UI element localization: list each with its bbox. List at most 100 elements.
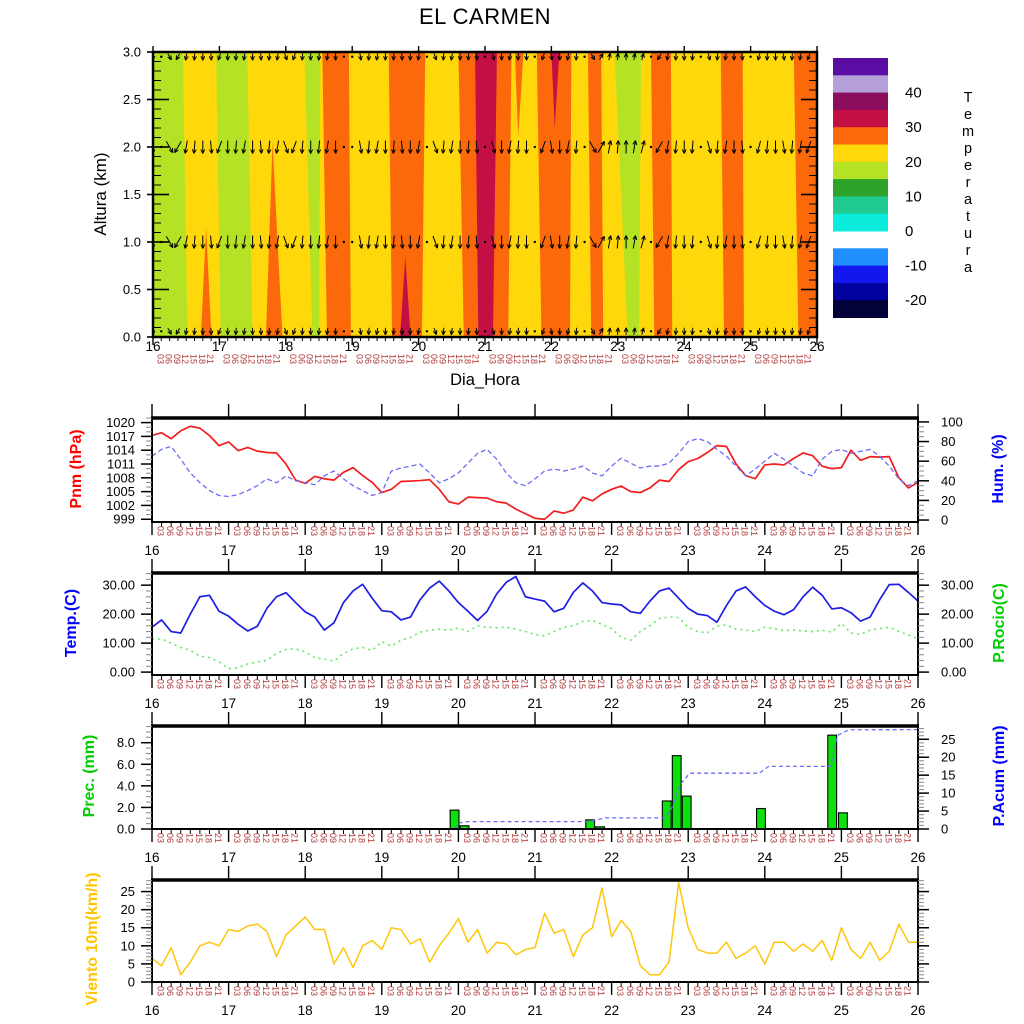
svg-text:21: 21 xyxy=(404,354,414,364)
panel-frame xyxy=(151,724,919,830)
svg-text:06: 06 xyxy=(230,354,240,364)
svg-text:06: 06 xyxy=(625,526,635,536)
pnm-line xyxy=(152,425,918,521)
svg-text:15: 15 xyxy=(807,833,817,843)
wind-10m-plot xyxy=(152,881,918,976)
temperature-bands xyxy=(153,52,817,337)
svg-text:09: 09 xyxy=(634,986,644,996)
svg-text:18: 18 xyxy=(663,986,673,996)
svg-text:18: 18 xyxy=(298,850,313,865)
svg-text:06: 06 xyxy=(778,833,788,843)
svg-text:09: 09 xyxy=(864,679,874,689)
svg-text:21: 21 xyxy=(443,986,453,996)
svg-text:24: 24 xyxy=(757,1003,773,1018)
svg-text:18: 18 xyxy=(203,679,213,689)
svg-text:17: 17 xyxy=(221,696,236,711)
svg-text:09: 09 xyxy=(251,986,261,996)
svg-text:09: 09 xyxy=(558,986,568,996)
svg-text:15: 15 xyxy=(189,354,199,364)
svg-text:06: 06 xyxy=(548,526,558,536)
svg-text:18: 18 xyxy=(794,354,804,364)
svg-text:18: 18 xyxy=(203,833,213,843)
svg-text:09: 09 xyxy=(175,526,185,536)
right-y-axis xyxy=(918,880,929,983)
svg-text:06: 06 xyxy=(778,986,788,996)
altura-y-axis: 0.0 0.5 1.0 1.5 2.0 2.5 3.0 xyxy=(123,45,817,345)
svg-text:1017: 1017 xyxy=(106,429,135,444)
svg-text:30: 30 xyxy=(905,119,922,136)
svg-text:15: 15 xyxy=(587,354,597,364)
altura-axis-label: Altura (km) xyxy=(91,152,110,236)
svg-text:21: 21 xyxy=(596,679,606,689)
svg-text:12: 12 xyxy=(721,833,731,843)
svg-text:21: 21 xyxy=(519,833,529,843)
svg-text:30.00: 30.00 xyxy=(941,578,974,593)
svg-text:0.00: 0.00 xyxy=(110,665,135,680)
svg-text:22: 22 xyxy=(604,696,619,711)
svg-text:1.5: 1.5 xyxy=(123,187,141,202)
svg-text:22: 22 xyxy=(604,1003,619,1018)
svg-text:21: 21 xyxy=(213,526,223,536)
svg-text:0: 0 xyxy=(941,822,948,837)
svg-text:09: 09 xyxy=(864,986,874,996)
svg-text:18: 18 xyxy=(462,354,472,364)
svg-text:2.5: 2.5 xyxy=(123,92,141,107)
svg-text:12: 12 xyxy=(721,986,731,996)
svg-text:12: 12 xyxy=(721,526,731,536)
svg-text:06: 06 xyxy=(165,679,175,689)
svg-text:21: 21 xyxy=(596,526,606,536)
svg-text:20: 20 xyxy=(451,543,466,558)
svg-text:25: 25 xyxy=(834,543,849,558)
svg-text:2.0: 2.0 xyxy=(117,800,135,815)
svg-text:21: 21 xyxy=(366,833,376,843)
wind-axis-label: Viento 10m(km/h) xyxy=(84,872,101,1006)
svg-text:20: 20 xyxy=(905,154,922,171)
svg-text:06: 06 xyxy=(695,354,705,364)
svg-text:15: 15 xyxy=(270,526,280,536)
svg-text:15: 15 xyxy=(883,986,893,996)
svg-text:18: 18 xyxy=(280,679,290,689)
svg-text:15: 15 xyxy=(730,986,740,996)
svg-text:09: 09 xyxy=(864,833,874,843)
svg-text:24: 24 xyxy=(677,339,693,354)
svg-text:21: 21 xyxy=(527,543,542,558)
svg-text:06: 06 xyxy=(242,986,252,996)
svg-text:03: 03 xyxy=(845,526,855,536)
svg-text:09: 09 xyxy=(305,354,315,364)
svg-text:15: 15 xyxy=(807,679,817,689)
svg-text:12: 12 xyxy=(414,986,424,996)
svg-text:19: 19 xyxy=(374,1003,389,1018)
svg-text:18: 18 xyxy=(278,339,293,354)
svg-text:09: 09 xyxy=(703,354,713,364)
svg-text:0.5: 0.5 xyxy=(123,282,141,297)
svg-text:06: 06 xyxy=(625,679,635,689)
svg-text:03: 03 xyxy=(845,833,855,843)
svg-text:15: 15 xyxy=(883,833,893,843)
svg-text:12: 12 xyxy=(184,526,194,536)
svg-text:21: 21 xyxy=(749,526,759,536)
svg-text:15: 15 xyxy=(388,354,398,364)
svg-text:1020: 1020 xyxy=(106,415,135,430)
svg-text:06: 06 xyxy=(625,986,635,996)
temperature-axis-label: Temp.(C) xyxy=(63,588,80,658)
svg-text:16: 16 xyxy=(145,339,160,354)
svg-text:15: 15 xyxy=(194,833,204,843)
svg-text:03: 03 xyxy=(615,679,625,689)
svg-text:03: 03 xyxy=(156,679,166,689)
svg-text:21: 21 xyxy=(366,679,376,689)
svg-text:12: 12 xyxy=(797,526,807,536)
top-day-ticks xyxy=(151,559,919,573)
svg-text:12: 12 xyxy=(491,986,501,996)
svg-text:06: 06 xyxy=(701,833,711,843)
svg-text:09: 09 xyxy=(328,526,338,536)
svg-text:18: 18 xyxy=(816,986,826,996)
svg-text:09: 09 xyxy=(328,679,338,689)
svg-text:12: 12 xyxy=(512,354,522,364)
svg-text:21: 21 xyxy=(902,833,912,843)
svg-text:06: 06 xyxy=(701,679,711,689)
svg-text:15: 15 xyxy=(577,526,587,536)
precipitation-accumulated-plot xyxy=(449,728,918,829)
svg-text:09: 09 xyxy=(711,833,721,843)
